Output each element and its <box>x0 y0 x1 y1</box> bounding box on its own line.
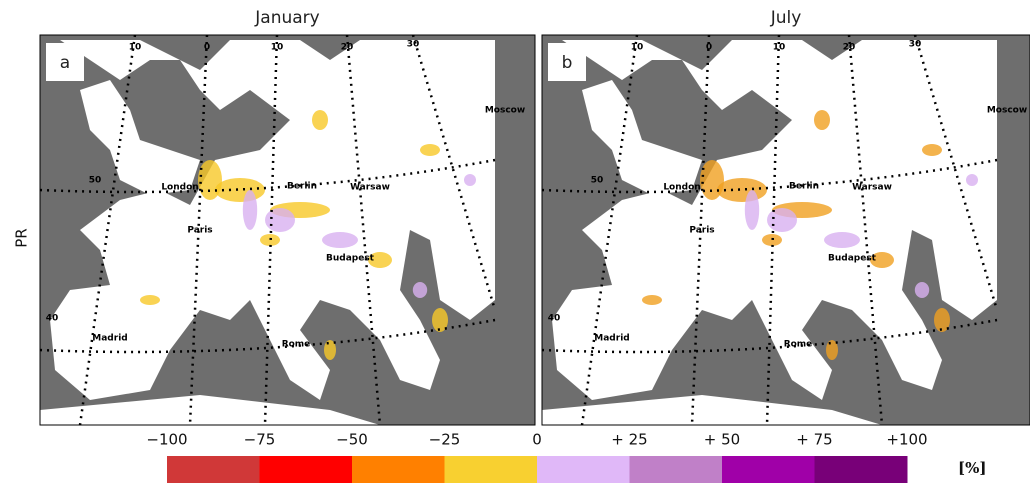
lon-label: 0 <box>706 43 712 53</box>
anomaly-patch <box>198 160 222 200</box>
panel-label: b <box>562 53 573 73</box>
figure: PR January London Berlin Warsaw Paris Budapes… <box>0 0 1030 485</box>
city-label: Berlin <box>789 182 819 192</box>
city-label: Madrid <box>594 334 629 344</box>
anomaly-patch <box>642 295 662 305</box>
city-label: Budapest <box>326 254 375 264</box>
color-swatch <box>815 456 908 483</box>
anomaly-patch <box>814 110 830 130</box>
anomaly-patch <box>260 234 280 246</box>
anomaly-patch <box>922 144 942 156</box>
anomaly-patch <box>824 232 860 248</box>
lon-label: 10 <box>271 43 284 53</box>
panel-title: July <box>770 8 802 28</box>
city-label: Warsaw <box>350 183 390 193</box>
lon-label: 20 <box>843 43 856 53</box>
colorbar-tick: −100 <box>146 431 187 449</box>
colorbar-tick: −25 <box>429 431 461 449</box>
city-label: Moscow <box>485 106 525 116</box>
city-label: Paris <box>689 226 714 236</box>
colorbar-tick: + 50 <box>704 431 740 449</box>
panel-title: January <box>254 8 319 28</box>
anomaly-patch <box>700 160 724 200</box>
color-swatch <box>167 456 260 483</box>
colorbar-tick: −50 <box>336 431 368 449</box>
colorbar: −100 −75 −50 −25 0 + 25 + 50 + 75 +100 [%] <box>146 431 986 484</box>
anomaly-patch <box>243 190 257 230</box>
anomaly-patch <box>322 232 358 248</box>
lon-label: 0 <box>204 43 210 53</box>
lat-label: 40 <box>548 314 561 324</box>
lon-label: 20 <box>341 43 354 53</box>
map <box>40 35 535 425</box>
anomaly-patch <box>140 295 160 305</box>
city-label: Rome <box>282 340 311 350</box>
city-label: London <box>663 183 700 193</box>
anomaly-patch <box>312 110 328 130</box>
city-label: Madrid <box>92 334 127 344</box>
anomaly-patch <box>745 190 759 230</box>
lon-label: 10 <box>773 43 786 53</box>
color-swatch <box>630 456 723 483</box>
y-label: PR <box>13 228 31 247</box>
anomaly-patch <box>464 174 476 186</box>
color-swatch <box>722 456 815 483</box>
lon-label: 30 <box>407 40 420 50</box>
anomaly-patch <box>762 234 782 246</box>
anomaly-patch <box>915 282 929 298</box>
lon-label: 10 <box>631 43 644 53</box>
lat-label: 50 <box>591 176 604 186</box>
map <box>542 35 1030 425</box>
color-swatch <box>537 456 630 483</box>
city-label: Moscow <box>987 106 1027 116</box>
lon-label: 30 <box>909 40 922 50</box>
lat-label: 50 <box>89 176 102 186</box>
city-label: Paris <box>187 226 212 236</box>
map-panel: January London Berlin Warsaw Paris Budapest Ma… <box>40 8 535 425</box>
anomaly-patch <box>265 208 295 232</box>
panel-label: a <box>60 53 70 73</box>
colorbar-tick: + 25 <box>611 431 647 449</box>
lat-label: 40 <box>46 314 59 324</box>
lon-label: 10 <box>129 43 142 53</box>
color-swatch <box>260 456 353 483</box>
city-label: Budapest <box>828 254 877 264</box>
colorbar-unit: [%] <box>958 459 986 477</box>
colorbar-tick: +100 <box>886 431 927 449</box>
city-label: Warsaw <box>852 183 892 193</box>
anomaly-patch <box>966 174 978 186</box>
anomaly-patch <box>767 208 797 232</box>
anomaly-patch <box>420 144 440 156</box>
city-label: Berlin <box>287 182 317 192</box>
city-label: London <box>161 183 198 193</box>
anomaly-patch <box>413 282 427 298</box>
city-label: Rome <box>784 340 813 350</box>
map-panel: July London Berlin Warsaw Paris Budapest Madri… <box>542 8 1030 425</box>
colorbar-tick: 0 <box>532 431 542 449</box>
colorbar-tick: + 75 <box>796 431 832 449</box>
color-swatch <box>352 456 445 483</box>
colorbar-tick: −75 <box>244 431 276 449</box>
color-swatch <box>445 456 538 483</box>
